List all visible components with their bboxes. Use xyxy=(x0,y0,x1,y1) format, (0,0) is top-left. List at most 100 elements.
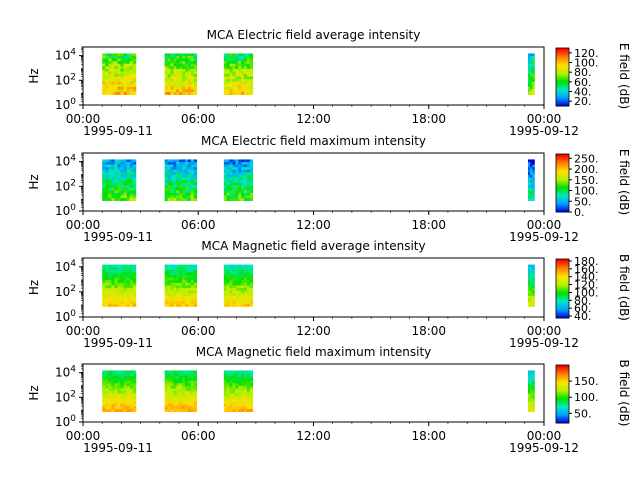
spectrogram-cell xyxy=(223,391,228,394)
spectrogram-cell xyxy=(129,269,134,273)
spectrogram-cell xyxy=(102,373,106,376)
spectrogram-cell xyxy=(226,288,231,292)
spectrogram-cell xyxy=(123,167,128,171)
panel-2: MCA Electric field maximum intensityHz10… xyxy=(27,134,631,244)
spectrogram-cell xyxy=(117,275,121,279)
spectrogram-cell xyxy=(223,185,228,189)
spectrogram-cell xyxy=(193,89,198,93)
spectrogram-cell xyxy=(185,185,189,189)
spectrogram-cell xyxy=(182,275,186,279)
colorbar-band xyxy=(556,92,569,94)
spectrogram-cell xyxy=(235,396,239,400)
spectrogram-cell xyxy=(190,74,195,77)
spectrogram-cell xyxy=(173,71,177,75)
spectrogram-cell xyxy=(123,164,128,168)
spectrogram-cell xyxy=(249,162,254,165)
spectrogram-cell xyxy=(176,164,180,168)
spectrogram-cell xyxy=(182,63,186,67)
spectrogram-cell xyxy=(164,180,168,183)
spectrogram-cell xyxy=(185,303,189,307)
spectrogram-cell xyxy=(108,275,112,279)
colorbar-band xyxy=(556,416,569,418)
spectrogram-cell xyxy=(229,409,233,412)
spectrogram-cell xyxy=(238,288,242,292)
spectrogram-cell xyxy=(530,71,533,75)
spectrogram-cell xyxy=(527,187,531,191)
spectrogram-cell xyxy=(170,295,174,299)
spectrogram-cell xyxy=(226,63,231,67)
colorbar-band xyxy=(556,371,569,374)
spectrogram-cell xyxy=(102,162,106,165)
spectrogram-cell xyxy=(249,301,254,305)
spectrogram-cell xyxy=(241,264,245,268)
spectrogram-cell xyxy=(187,76,192,80)
spectrogram-cell xyxy=(176,275,180,279)
spectrogram-cell xyxy=(129,398,134,402)
spectrogram-cell xyxy=(246,182,251,186)
spectrogram-cell xyxy=(223,403,228,407)
spectrogram-cell xyxy=(190,58,195,62)
colorbar-band xyxy=(556,310,569,312)
spectrogram-cell xyxy=(226,172,231,176)
spectrogram-cell xyxy=(173,63,177,67)
spectrogram-cell xyxy=(223,182,228,186)
spectrogram-cell xyxy=(123,177,128,181)
spectrogram-cell xyxy=(129,282,134,286)
spectrogram-cell xyxy=(226,74,231,77)
spectrogram-cell xyxy=(190,172,195,176)
spectrogram-cell xyxy=(241,84,245,88)
spectrogram-cell xyxy=(102,383,106,387)
spectrogram-cell xyxy=(235,76,239,80)
spectrogram-cell xyxy=(170,401,174,405)
spectrogram-cell xyxy=(249,74,254,77)
spectrogram-cell xyxy=(530,169,533,173)
spectrogram-cell xyxy=(123,190,128,194)
spectrogram-cell xyxy=(117,280,121,284)
spectrogram-cell xyxy=(179,159,183,163)
spectrogram-cell xyxy=(167,378,171,382)
colorbar-band xyxy=(556,81,569,84)
spectrogram-cell xyxy=(190,190,195,194)
spectrogram-cell xyxy=(223,282,228,286)
colorbar-label: B field (dB) xyxy=(617,360,631,427)
spectrogram-cell xyxy=(532,180,535,183)
spectrogram-cell xyxy=(235,164,239,168)
spectrogram-cell xyxy=(223,180,228,183)
spectrogram-cell xyxy=(229,84,233,88)
spectrogram-cell xyxy=(229,406,233,410)
spectrogram-cell xyxy=(190,295,195,299)
spectrogram-cell xyxy=(527,373,531,376)
spectrogram-cell xyxy=(238,86,242,90)
spectrogram-cell xyxy=(126,398,131,402)
spectrogram-cell xyxy=(114,58,118,62)
spectrogram-segment xyxy=(223,370,254,412)
spectrogram-cell xyxy=(105,169,109,173)
spectrogram-cell xyxy=(114,66,118,70)
spectrogram-cell xyxy=(173,295,177,299)
spectrogram-cell xyxy=(129,190,134,194)
spectrogram-cell xyxy=(232,375,236,379)
spectrogram-cell xyxy=(235,169,239,173)
spectrogram-cell xyxy=(170,403,174,407)
colorbar-band xyxy=(556,72,569,74)
spectrogram-cell xyxy=(190,288,195,292)
spectrogram-cell xyxy=(108,56,112,59)
spectrogram-cell xyxy=(132,398,137,402)
spectrogram-cell xyxy=(190,169,195,173)
spectrogram-cell xyxy=(229,290,233,294)
spectrogram-cell xyxy=(173,388,177,392)
spectrogram-cell xyxy=(114,56,118,59)
colorbar: 50.100.150. B field (dB) xyxy=(555,360,631,427)
spectrogram-cell xyxy=(176,79,180,83)
spectrogram-cell xyxy=(235,264,239,268)
spectrogram-cell xyxy=(527,293,531,297)
spectrogram-cell xyxy=(126,298,131,302)
spectrogram-cell xyxy=(232,81,236,85)
spectrogram-cell xyxy=(117,68,121,72)
spectrogram-cell xyxy=(179,380,183,384)
spectrogram-cell xyxy=(532,391,535,394)
spectrogram-cell xyxy=(102,84,106,88)
spectrogram-cell xyxy=(120,290,124,294)
spectrogram-cell xyxy=(129,58,134,62)
spectrogram-cell xyxy=(105,182,109,186)
